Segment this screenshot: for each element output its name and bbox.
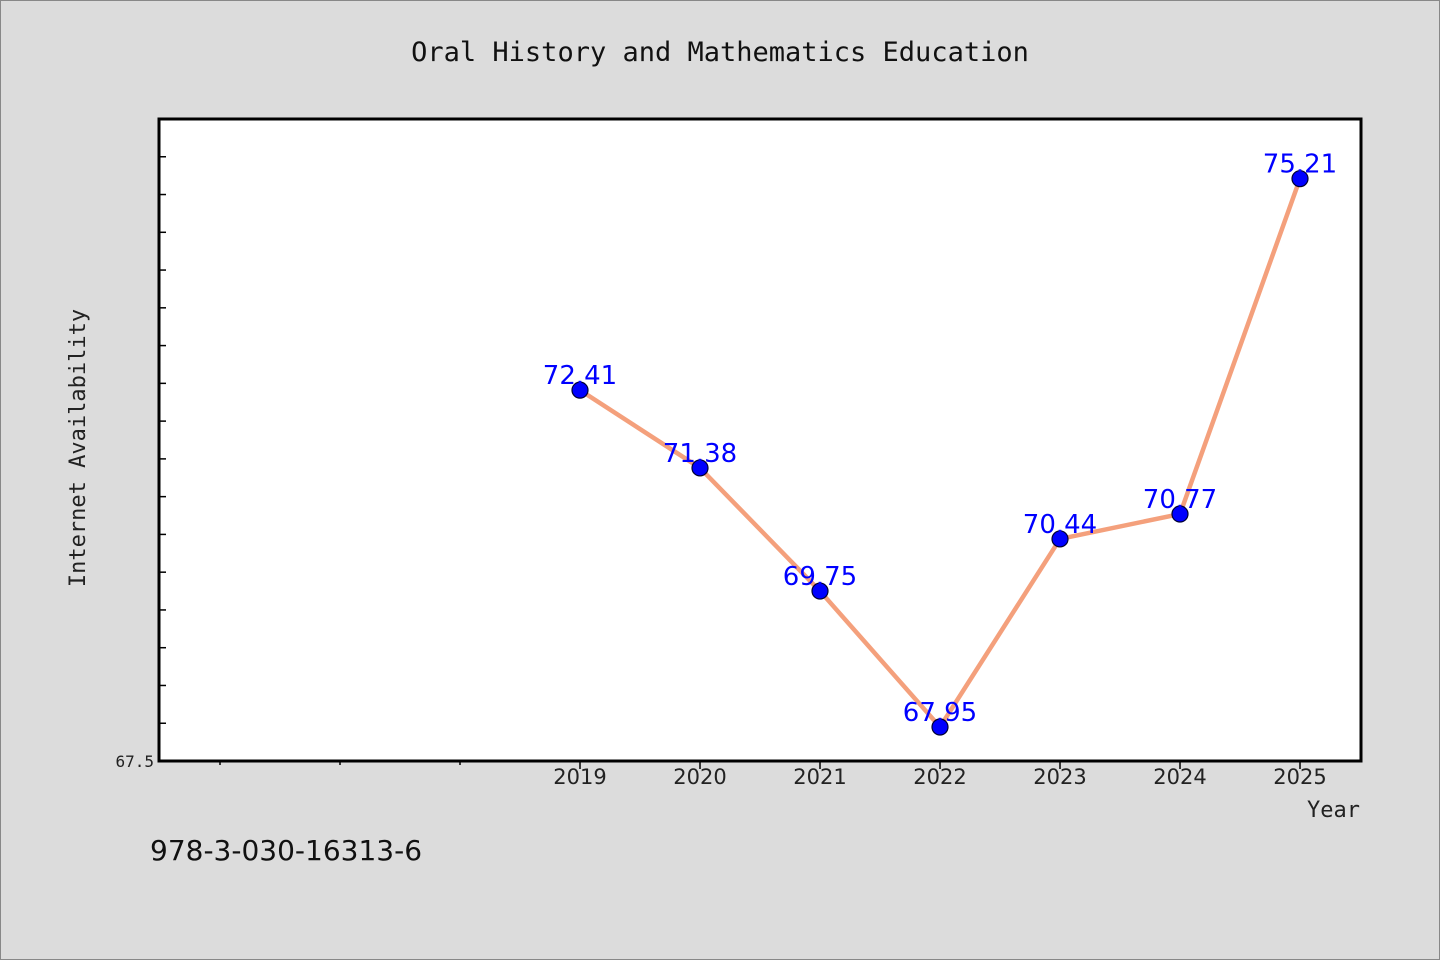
x-axis-label: Year <box>1307 798 1360 823</box>
isbn-text: 978-3-030-16313-6 <box>150 834 423 867</box>
y-tick-label: 67.5 <box>115 752 154 771</box>
data-point <box>1291 170 1309 188</box>
x-tick-label: 2025 <box>1273 765 1326 789</box>
data-label: 72.41 <box>543 361 617 391</box>
data-point <box>931 718 949 736</box>
x-axis-ticks <box>219 761 1301 769</box>
x-tick-label: 2019 <box>553 765 606 789</box>
x-tick-label: 2023 <box>1033 765 1086 789</box>
chart-title: Oral History and Mathematics Education <box>411 37 1029 68</box>
data-label: 70.77 <box>1143 485 1217 515</box>
plot-area <box>157 117 1363 763</box>
y-axis-ticks <box>159 118 166 762</box>
data-label: 70.44 <box>1023 510 1097 540</box>
data-label: 75.21 <box>1263 150 1337 180</box>
data-point <box>571 381 589 399</box>
x-tick-labels: 2019 2020 2021 2022 2023 2024 2025 <box>553 765 1326 789</box>
data-labels: 72.41 71.38 69.75 67.95 70.44 70.77 75.21 <box>543 150 1337 728</box>
data-point <box>691 459 709 477</box>
data-label: 71.38 <box>663 439 737 469</box>
x-tick-label: 2021 <box>793 765 846 789</box>
data-point <box>1051 530 1069 548</box>
data-label: 69.75 <box>783 562 857 592</box>
data-point <box>1171 505 1189 523</box>
x-tick-label: 2020 <box>673 765 726 789</box>
series-markers <box>571 170 1309 736</box>
y-axis-label: Internet Availability <box>66 309 91 587</box>
data-label: 67.95 <box>903 698 977 728</box>
data-point <box>811 582 829 600</box>
x-tick-label: 2024 <box>1153 765 1206 789</box>
x-tick-label: 2022 <box>913 765 966 789</box>
